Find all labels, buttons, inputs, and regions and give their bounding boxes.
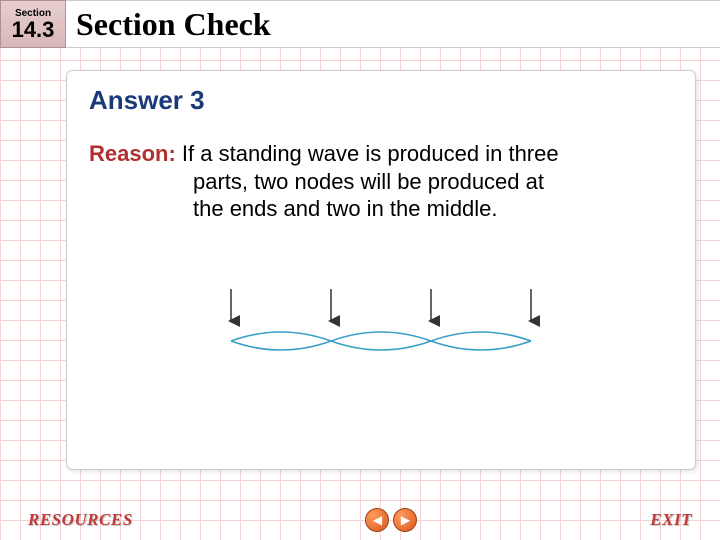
reason-text-line2: parts, two nodes will be produced at [193, 168, 673, 196]
answer-heading: Answer 3 [89, 85, 673, 116]
chevron-left-icon: ◀ [373, 513, 382, 527]
slide: Section 14.3 Section Check Answer 3 Reas… [0, 0, 720, 540]
nav-next-button[interactable]: ▶ [393, 508, 417, 532]
section-number: 14.3 [12, 19, 55, 41]
header: Section 14.3 Section Check [0, 0, 720, 48]
reason-text-line1: If a standing wave is produced in three [182, 141, 559, 166]
wave-upper [231, 332, 531, 341]
content-card: Answer 3 Reason: If a standing wave is p… [66, 70, 696, 470]
title-bar: Section Check [66, 0, 720, 48]
nav-controls: ◀ ▶ [365, 508, 417, 532]
chevron-right-icon: ▶ [401, 513, 410, 527]
reason-block: Reason: If a standing wave is produced i… [89, 140, 673, 223]
page-title: Section Check [76, 6, 271, 43]
section-badge: Section 14.3 [0, 0, 66, 48]
wave-lower [231, 341, 531, 350]
standing-wave-diagram [201, 271, 561, 381]
footer: RESOURCES ◀ ▶ EXIT [0, 500, 720, 540]
nav-prev-button[interactable]: ◀ [365, 508, 389, 532]
exit-button[interactable]: EXIT [650, 510, 692, 530]
reason-label: Reason: [89, 141, 176, 166]
resources-button[interactable]: RESOURCES [28, 510, 133, 530]
reason-text-line3: the ends and two in the middle. [193, 195, 673, 223]
